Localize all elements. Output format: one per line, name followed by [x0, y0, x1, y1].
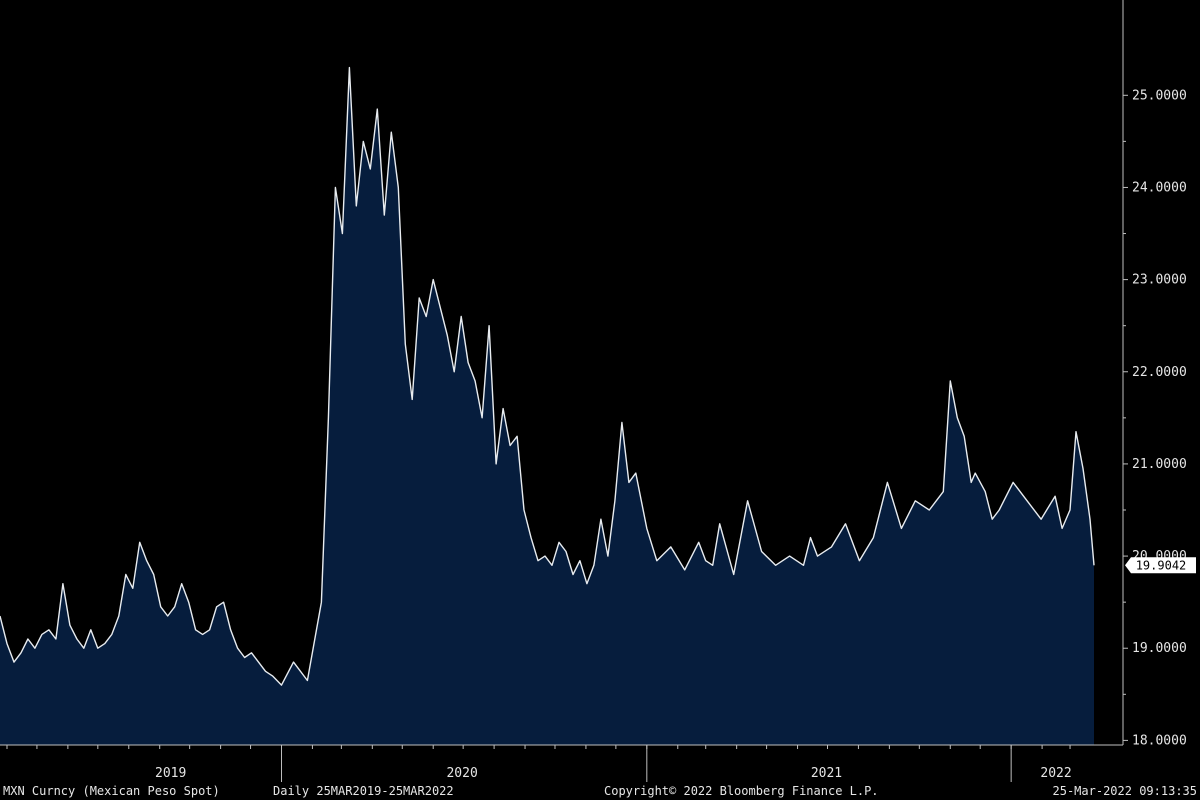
- last-value-label: 19.9042: [1136, 558, 1187, 572]
- x-year-label: 2021: [811, 766, 842, 781]
- y-tick-label: 19.0000: [1132, 641, 1187, 656]
- axes: 18.000019.000020.000021.000022.000023.00…: [0, 0, 1196, 782]
- series-line: [0, 66, 1095, 686]
- series-area: [0, 67, 1094, 746]
- x-year-label: 2022: [1040, 766, 1071, 781]
- y-tick-label: 23.0000: [1132, 273, 1187, 288]
- x-year-label: 2020: [446, 766, 477, 781]
- x-year-label: 2019: [155, 766, 186, 781]
- footer-security: MXN Curncy (Mexican Peso Spot): [3, 784, 220, 798]
- y-tick-label: 25.0000: [1132, 88, 1187, 103]
- footer-timestamp: 25-Mar-2022 09:13:35: [1053, 784, 1198, 798]
- plot-area: [0, 66, 1095, 746]
- footer-range: Daily 25MAR2019-25MAR2022: [273, 784, 454, 798]
- y-tick-label: 18.0000: [1132, 733, 1187, 748]
- y-tick-label: 22.0000: [1132, 365, 1187, 380]
- last-value-badge: [1125, 557, 1196, 574]
- footer: MXN Curncy (Mexican Peso Spot) Daily 25M…: [3, 784, 1197, 798]
- y-tick-label: 21.0000: [1132, 457, 1187, 472]
- footer-copyright: Copyright© 2022 Bloomberg Finance L.P.: [604, 784, 879, 798]
- y-tick-label: 24.0000: [1132, 180, 1187, 195]
